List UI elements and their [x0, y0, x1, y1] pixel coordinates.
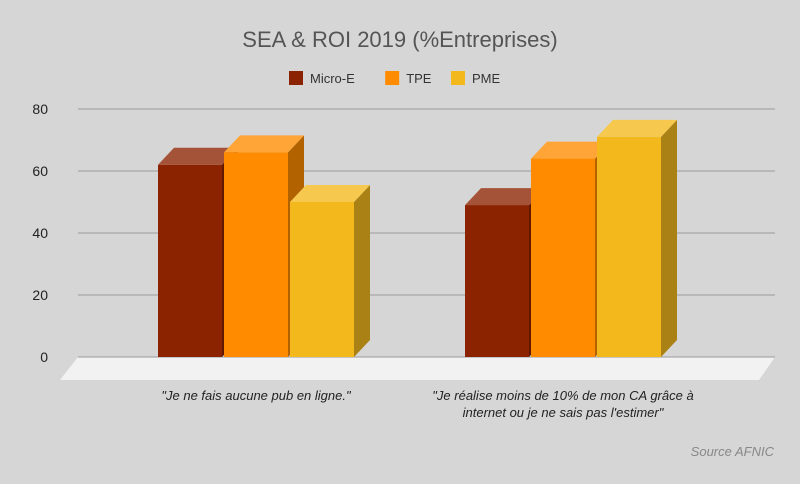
bar [597, 119, 677, 358]
bar-top [290, 185, 370, 202]
y-tick-label: 80 [32, 101, 48, 117]
chart-source: Source AFNIC [691, 444, 775, 459]
bar-front [290, 202, 354, 357]
bars [158, 119, 677, 358]
bar-front [224, 152, 288, 357]
bar-top [158, 147, 238, 165]
legend-swatch [385, 71, 400, 85]
bar-side [354, 185, 370, 357]
bar-top [597, 119, 677, 137]
chart-title: SEA & ROI 2019 (%Entreprises) [242, 27, 557, 52]
bar-top [531, 141, 611, 159]
legend-label: PME [472, 71, 501, 86]
legend-item: Micro-E [289, 71, 355, 86]
y-tick-label: 40 [32, 225, 48, 241]
bar-front [531, 158, 595, 357]
legend-label: TPE [406, 71, 432, 86]
bar-front [465, 205, 529, 357]
legend: Micro-E TPE PME [289, 71, 501, 86]
bar-side [661, 119, 677, 358]
chart-floor [60, 357, 775, 380]
x-axis: "Je ne fais aucune pub en ligne." "Je réa… [161, 388, 693, 420]
floor-plane [60, 357, 775, 380]
x-tick-label: "Je réalise moins de 10% de mon CA grâce… [432, 388, 693, 403]
legend-item: TPE [385, 71, 432, 86]
bar-front [597, 136, 661, 357]
legend-label: Micro-E [310, 71, 355, 86]
legend-swatch [289, 71, 303, 85]
y-tick-label: 20 [32, 287, 48, 303]
bar [224, 135, 304, 357]
legend-item: PME [451, 71, 501, 86]
y-axis: 0 20 40 60 80 [32, 101, 48, 365]
x-tick-label: internet ou je ne sais pas l'estimer" [463, 405, 665, 420]
legend-swatch [451, 71, 465, 85]
x-tick-label: "Je ne fais aucune pub en ligne." [161, 388, 352, 403]
bar-top [465, 188, 545, 206]
y-tick-label: 0 [40, 349, 48, 365]
y-tick-label: 60 [32, 163, 48, 179]
bar-top [224, 135, 304, 153]
bar [290, 185, 370, 357]
bar-front [158, 164, 222, 357]
